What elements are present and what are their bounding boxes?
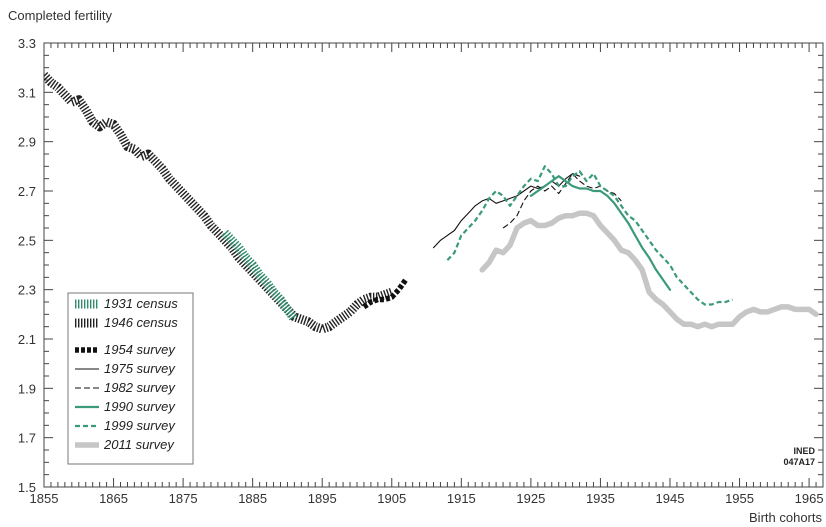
ined-watermark-line: INED bbox=[793, 446, 815, 456]
y-tick-label: 2.1 bbox=[18, 332, 36, 347]
y-tick-label: 1.7 bbox=[18, 431, 36, 446]
legend-label: 1946 census bbox=[104, 315, 178, 330]
ined-watermark-line: 047A17 bbox=[783, 457, 815, 467]
x-tick-label: 1935 bbox=[586, 491, 615, 506]
x-tick-labels: 1855 1865 1875 1885 1895 1905 1915 1925 1935 1945… bbox=[30, 491, 824, 506]
series-line-1931-census bbox=[221, 229, 299, 322]
legend-label: 1954 survey bbox=[104, 342, 176, 357]
series-line-1982-survey bbox=[502, 173, 622, 229]
legend: 1931 census 1946 census 1954 survey 1975 su… bbox=[67, 292, 194, 465]
series-layer bbox=[44, 72, 819, 334]
y-tick-label: 2.7 bbox=[18, 184, 36, 199]
series-line-1999-survey bbox=[446, 165, 733, 306]
minor-ticks bbox=[43, 42, 824, 488]
legend-label: 1982 survey bbox=[104, 380, 176, 395]
series-line-1990-survey bbox=[529, 175, 672, 291]
x-tick-label: 1905 bbox=[377, 491, 406, 506]
y-axis-title: Completed fertility bbox=[8, 8, 113, 23]
series-line-2011-survey bbox=[479, 210, 819, 330]
x-tick-label: 1865 bbox=[99, 491, 128, 506]
legend-label: 1999 survey bbox=[104, 418, 176, 433]
y-tick-label: 2.9 bbox=[18, 135, 36, 150]
x-tick-label: 1915 bbox=[447, 491, 476, 506]
legend-label: 1990 survey bbox=[104, 399, 176, 414]
series-line-1954-survey bbox=[362, 278, 408, 310]
y-tick-label: 1.9 bbox=[18, 381, 36, 396]
y-tick-label: 1.5 bbox=[18, 480, 36, 495]
y-tick-label: 2.5 bbox=[18, 233, 36, 248]
legend-label: 1931 census bbox=[104, 296, 178, 311]
y-tick-label: 3.3 bbox=[18, 36, 36, 51]
x-tick-label: 1965 bbox=[795, 491, 824, 506]
x-axis-title: Birth cohorts bbox=[749, 510, 822, 525]
series-line-1946-census bbox=[44, 72, 394, 334]
x-tick-label: 1875 bbox=[169, 491, 198, 506]
legend-label: 1975 survey bbox=[104, 361, 176, 376]
x-tick-label: 1925 bbox=[516, 491, 545, 506]
y-tick-label: 2.3 bbox=[18, 283, 36, 298]
x-tick-label: 1855 bbox=[30, 491, 59, 506]
x-tick-label: 1885 bbox=[238, 491, 267, 506]
legend-box bbox=[67, 292, 194, 465]
x-tick-label: 1955 bbox=[725, 491, 754, 506]
x-tick-label: 1945 bbox=[656, 491, 685, 506]
legend-label: 2011 survey bbox=[103, 437, 175, 452]
y-tick-labels: 1.5 1.7 1.9 2.1 2.3 2.5 2.7 2.9 3.1 3.3 bbox=[18, 36, 36, 495]
y-tick-label: 3.1 bbox=[18, 85, 36, 100]
x-tick-label: 1895 bbox=[308, 491, 337, 506]
